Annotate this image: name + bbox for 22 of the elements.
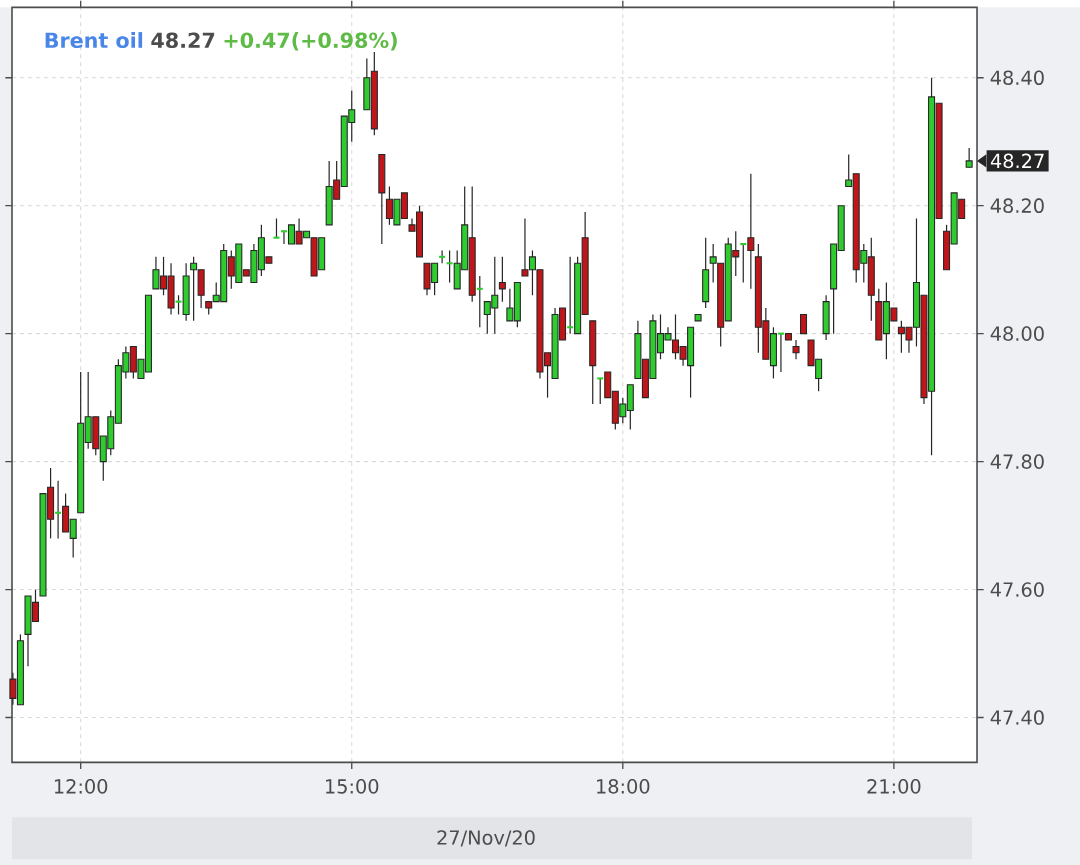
x-axis-title: 27/Nov/20 xyxy=(437,830,535,847)
y-tick-label: 48.00 xyxy=(990,326,1044,341)
candlestick xyxy=(965,147,973,168)
y-tick-label: 47.80 xyxy=(990,454,1044,469)
y-tick-label: 48.20 xyxy=(990,198,1044,213)
x-tick-label: 18:00 xyxy=(597,778,650,794)
annotation: 48.27 xyxy=(151,32,215,48)
candlestick xyxy=(792,339,800,360)
y-tick-label: 48.40 xyxy=(990,70,1044,85)
text: Brent oil xyxy=(45,31,143,48)
candlestick xyxy=(747,172,755,290)
candlestick xyxy=(438,249,447,264)
x-tick-label: 12:00 xyxy=(54,778,108,794)
y-tick-label: 47.40 xyxy=(990,710,1044,725)
x-tick-label: 15:00 xyxy=(326,778,379,794)
text: 48.27 xyxy=(990,153,1044,169)
candlestick xyxy=(498,256,506,303)
candlestick xyxy=(272,217,281,239)
y-tick-label: 47.60 xyxy=(990,582,1044,597)
annotation: +0.47(+0.98%) xyxy=(224,31,397,51)
x-tick-label: 21:00 xyxy=(867,778,921,794)
candlestick xyxy=(800,313,808,335)
